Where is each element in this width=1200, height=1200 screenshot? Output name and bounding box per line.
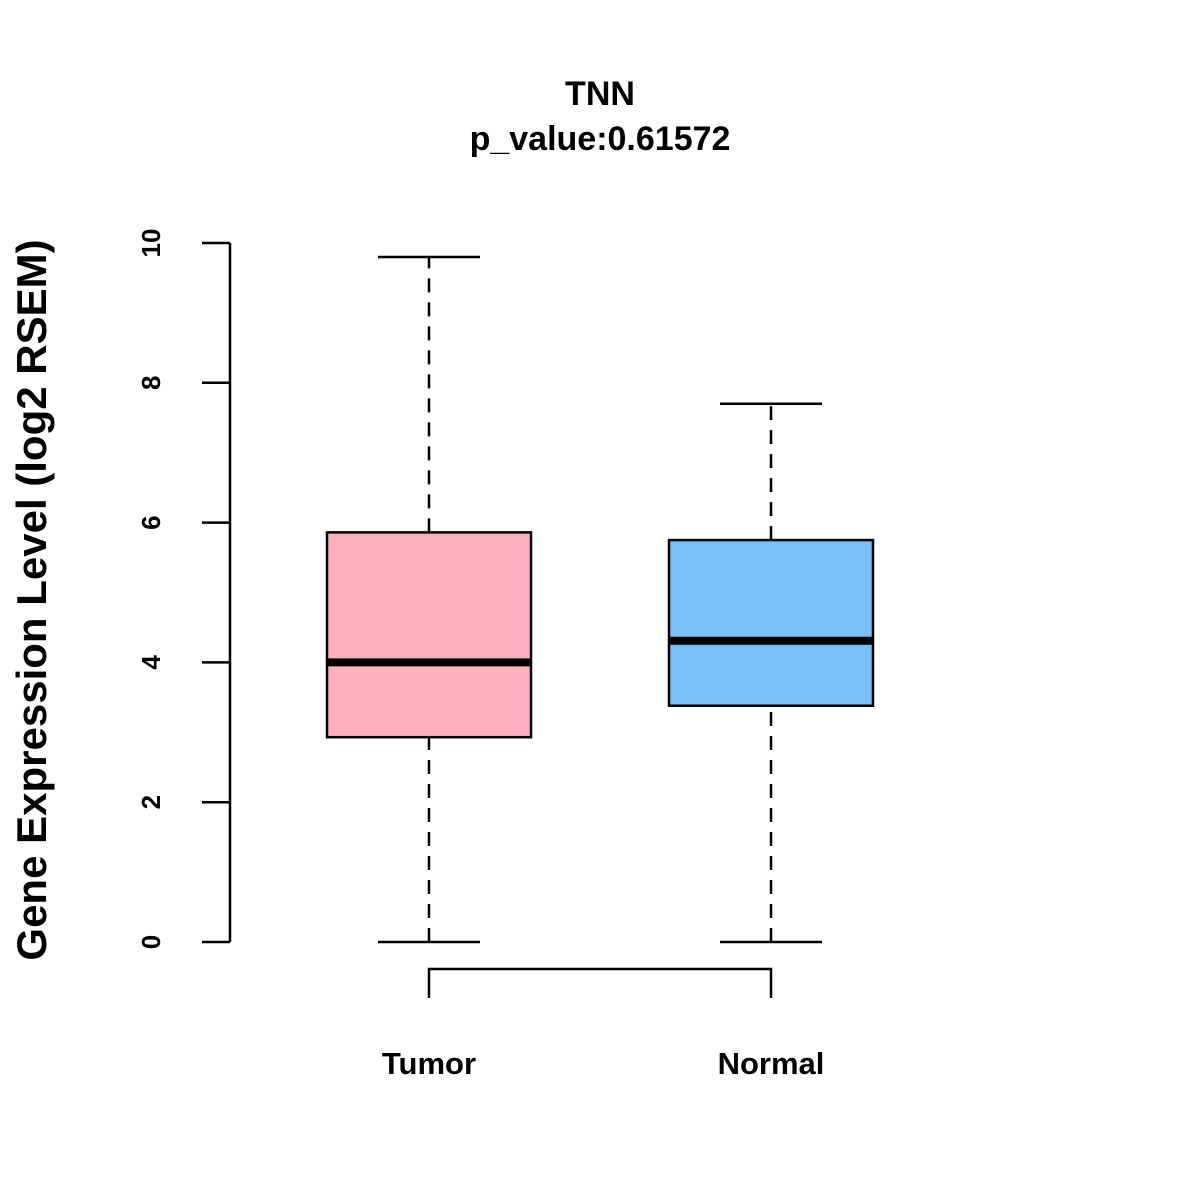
y-tick-label: 10 <box>136 229 166 258</box>
category-labels: Tumor Normal <box>382 1046 824 1081</box>
category-label-normal: Normal <box>718 1046 825 1081</box>
box-normal <box>667 402 875 944</box>
y-axis-label: Gene Expression Level (log2 RSEM) <box>8 239 55 960</box>
boxes-layer <box>325 255 875 944</box>
bracket-line <box>427 967 773 998</box>
comparison-bracket <box>427 967 773 998</box>
iqr-box <box>667 538 875 707</box>
y-tick-label: 6 <box>136 515 166 529</box>
y-axis: 0 2 4 6 8 10 <box>136 229 232 949</box>
iqr-box <box>325 531 533 739</box>
chart-title: TNN <box>565 75 635 113</box>
chart-subtitle: p_value:0.61572 <box>470 120 731 158</box>
y-tick-label: 2 <box>136 795 166 809</box>
y-tick-label: 8 <box>136 376 166 390</box>
y-tick-label: 4 <box>136 655 166 670</box>
box-tumor <box>325 255 533 944</box>
y-tick-label: 0 <box>136 935 166 949</box>
category-label-tumor: Tumor <box>382 1046 476 1081</box>
